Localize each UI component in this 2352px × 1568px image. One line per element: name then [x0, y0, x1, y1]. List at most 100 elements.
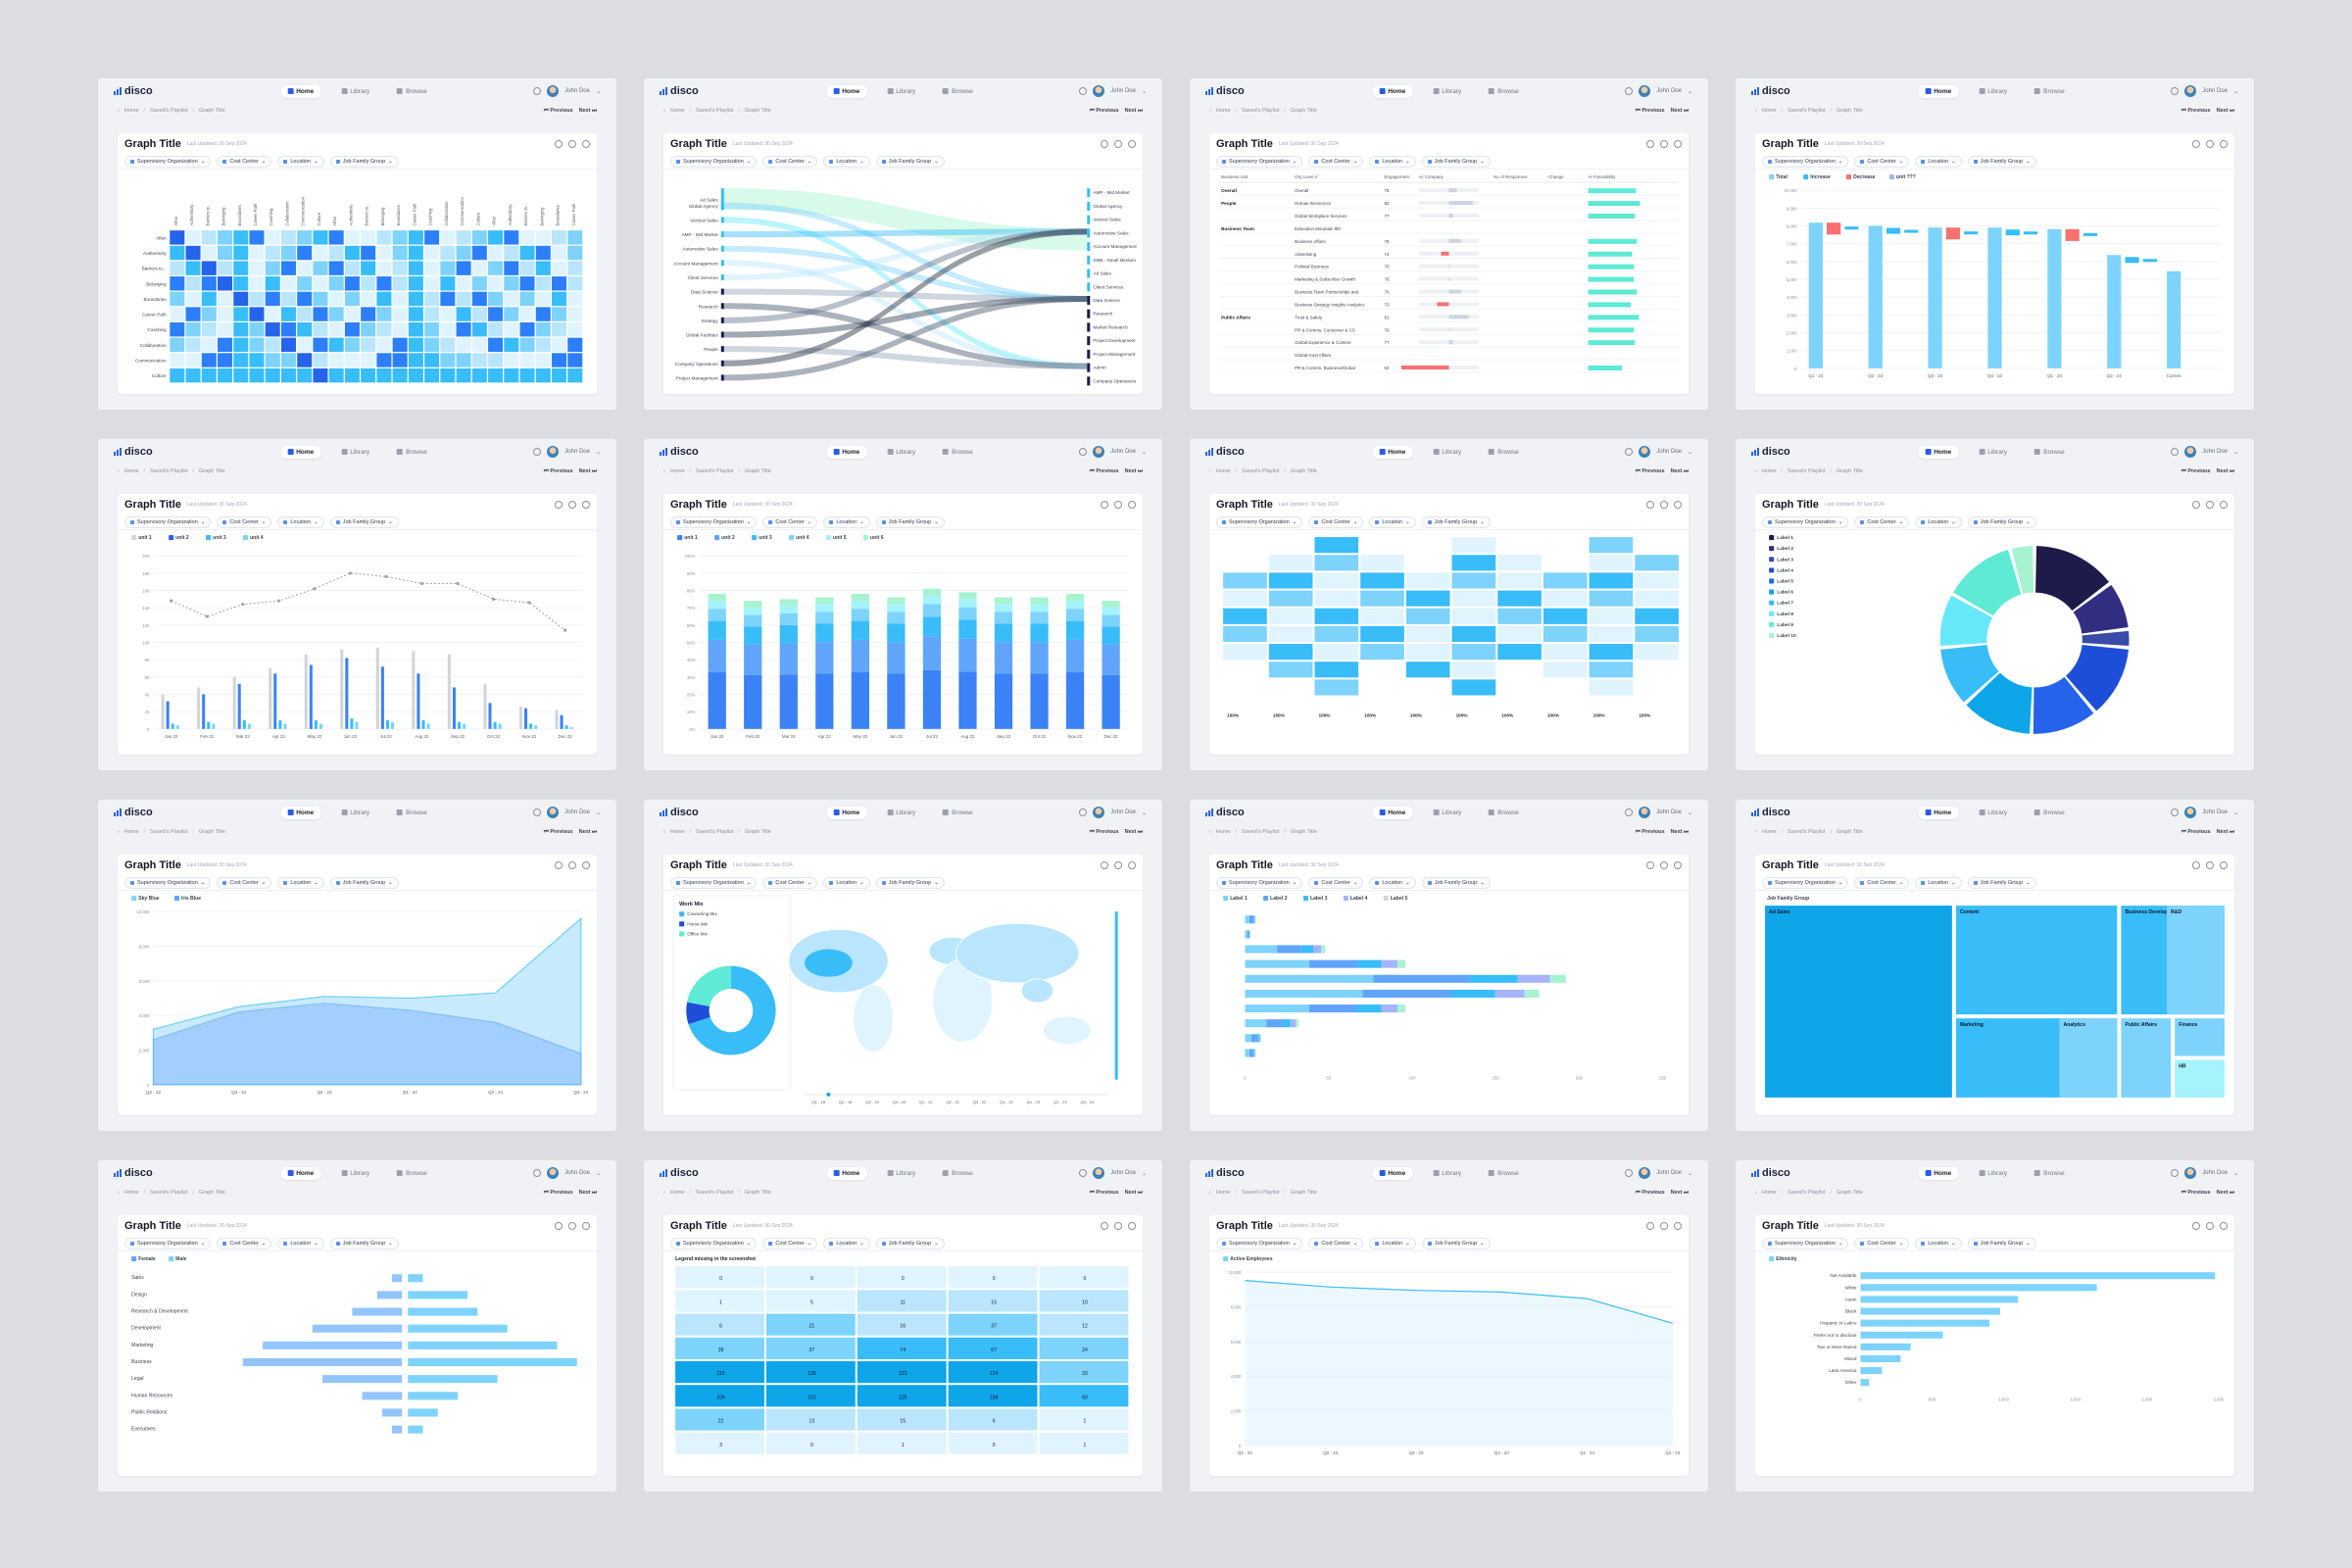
filter-chip[interactable]: Job Family Group ⌄ — [329, 1238, 399, 1250]
avatar[interactable] — [547, 446, 560, 458]
filter-chip[interactable]: Cost Center ⌄ — [217, 877, 272, 889]
next-button[interactable]: Next ⏭ — [578, 828, 597, 835]
nav-library[interactable]: Library — [1972, 446, 2014, 459]
nav-home[interactable]: Home — [280, 84, 321, 98]
user-menu[interactable]: John Doe ⌄ — [1625, 446, 1692, 458]
nav-library[interactable]: Library — [1972, 1167, 2014, 1180]
brand-logo[interactable]: disco — [660, 807, 699, 818]
breadcrumb-playlist[interactable]: Saved's Playlist — [1242, 108, 1280, 114]
nav-browse[interactable]: Browse — [2028, 85, 2072, 98]
nav-browse[interactable]: Browse — [390, 85, 434, 98]
search-icon[interactable] — [1079, 87, 1088, 95]
breadcrumb-playlist[interactable]: Saved's Playlist — [1788, 1190, 1826, 1196]
nav-browse[interactable]: Browse — [1482, 85, 1526, 98]
filter-chip[interactable]: Supervisory Organization ⌄ — [1762, 156, 1849, 168]
nav-library[interactable]: Library — [334, 1167, 376, 1180]
filter-chip[interactable]: Location ⌄ — [823, 877, 870, 889]
user-menu[interactable]: John Doe ⌄ — [2171, 446, 2238, 458]
filter-chip[interactable]: Location ⌄ — [1915, 1238, 1962, 1250]
filter-chip[interactable]: Location ⌄ — [1369, 1238, 1416, 1250]
filter-chip[interactable]: Cost Center ⌄ — [217, 516, 272, 528]
filter-chip[interactable]: Job Family Group ⌄ — [875, 877, 945, 889]
next-button[interactable]: Next ⏭ — [578, 467, 597, 474]
search-icon[interactable] — [533, 1169, 542, 1177]
nav-browse[interactable]: Browse — [390, 807, 434, 819]
nav-browse[interactable]: Browse — [936, 1167, 980, 1180]
nav-library[interactable]: Library — [880, 807, 922, 819]
filter-chip[interactable]: Cost Center ⌄ — [1854, 516, 1910, 528]
share-icon[interactable] — [1660, 501, 1668, 509]
breadcrumb-home[interactable]: Home — [669, 108, 685, 114]
previous-button[interactable]: ⏮ Previous — [2180, 828, 2211, 835]
filter-chip[interactable]: Supervisory Organization ⌄ — [1216, 156, 1303, 168]
filter-chip[interactable]: Location ⌄ — [277, 1238, 324, 1250]
back-icon[interactable]: ‹ — [1209, 108, 1211, 114]
search-icon[interactable] — [2171, 808, 2180, 816]
brand-logo[interactable]: disco — [1751, 85, 1790, 97]
filter-chip[interactable]: Job Family Group ⌄ — [875, 156, 945, 168]
avatar[interactable] — [1639, 446, 1651, 458]
breadcrumb-playlist[interactable]: Saved's Playlist — [1242, 829, 1280, 835]
brand-logo[interactable]: disco — [660, 85, 699, 97]
nav-browse[interactable]: Browse — [936, 85, 980, 98]
breadcrumb-playlist[interactable]: Saved's Playlist — [1788, 829, 1826, 835]
breadcrumb-home[interactable]: Home — [1215, 829, 1231, 835]
search-icon[interactable] — [2171, 1169, 2180, 1177]
nav-browse[interactable]: Browse — [936, 807, 980, 819]
next-button[interactable]: Next ⏭ — [1124, 107, 1143, 114]
filter-chip[interactable]: Cost Center ⌄ — [762, 516, 818, 528]
nav-home[interactable]: Home — [1372, 445, 1413, 459]
nav-home[interactable]: Home — [1372, 806, 1413, 819]
breadcrumb-home[interactable]: Home — [1761, 829, 1777, 835]
previous-button[interactable]: ⏮ Previous — [1089, 467, 1119, 474]
search-icon[interactable] — [1079, 448, 1088, 456]
brand-logo[interactable]: disco — [114, 85, 153, 97]
filter-chip[interactable]: Supervisory Organization ⌄ — [1216, 1238, 1303, 1250]
info-icon[interactable] — [1646, 861, 1654, 869]
info-icon[interactable] — [2192, 861, 2200, 869]
user-menu[interactable]: John Doe ⌄ — [533, 807, 601, 818]
breadcrumb-home[interactable]: Home — [1215, 1190, 1231, 1196]
nav-library[interactable]: Library — [1426, 807, 1468, 819]
user-menu[interactable]: John Doe ⌄ — [2171, 807, 2238, 818]
previous-button[interactable]: ⏮ Previous — [1089, 828, 1119, 835]
breadcrumb-home[interactable]: Home — [1215, 468, 1231, 474]
info-icon[interactable] — [2192, 501, 2200, 509]
brand-logo[interactable]: disco — [1751, 807, 1790, 818]
user-menu[interactable]: John Doe ⌄ — [1079, 446, 1147, 458]
favorite-icon[interactable] — [2220, 501, 2228, 509]
next-button[interactable]: Next ⏭ — [1124, 1189, 1143, 1196]
breadcrumb-home[interactable]: Home — [123, 468, 139, 474]
filter-chip[interactable]: Location ⌄ — [1915, 516, 1962, 528]
breadcrumb-playlist[interactable]: Saved's Playlist — [150, 468, 188, 474]
next-button[interactable]: Next ⏭ — [578, 107, 597, 114]
avatar[interactable] — [1639, 1167, 1651, 1179]
favorite-icon[interactable] — [582, 140, 590, 148]
avatar[interactable] — [2184, 807, 2197, 818]
filter-chip[interactable]: Supervisory Organization ⌄ — [670, 877, 758, 889]
avatar[interactable] — [1093, 446, 1105, 458]
nav-library[interactable]: Library — [880, 1167, 922, 1180]
breadcrumb-home[interactable]: Home — [123, 829, 139, 835]
nav-home[interactable]: Home — [826, 84, 867, 98]
share-icon[interactable] — [568, 861, 576, 869]
favorite-icon[interactable] — [1128, 1222, 1136, 1230]
search-icon[interactable] — [1079, 1169, 1088, 1177]
avatar[interactable] — [2184, 1167, 2197, 1179]
filter-chip[interactable]: Job Family Group ⌄ — [329, 156, 399, 168]
nav-library[interactable]: Library — [1972, 807, 2014, 819]
filter-chip[interactable]: Cost Center ⌄ — [1308, 1238, 1364, 1250]
filter-chip[interactable]: Job Family Group ⌄ — [329, 877, 399, 889]
previous-button[interactable]: ⏮ Previous — [2180, 1189, 2211, 1196]
avatar[interactable] — [547, 85, 560, 97]
next-button[interactable]: Next ⏭ — [1670, 1189, 1689, 1196]
share-icon[interactable] — [2206, 1222, 2214, 1230]
search-icon[interactable] — [1079, 808, 1088, 816]
filter-chip[interactable]: Supervisory Organization ⌄ — [1762, 877, 1849, 889]
next-button[interactable]: Next ⏭ — [1124, 828, 1143, 835]
filter-chip[interactable]: Location ⌄ — [277, 156, 324, 168]
share-icon[interactable] — [1114, 140, 1122, 148]
back-icon[interactable]: ‹ — [1755, 1190, 1757, 1196]
back-icon[interactable]: ‹ — [663, 1190, 665, 1196]
share-icon[interactable] — [1660, 861, 1668, 869]
